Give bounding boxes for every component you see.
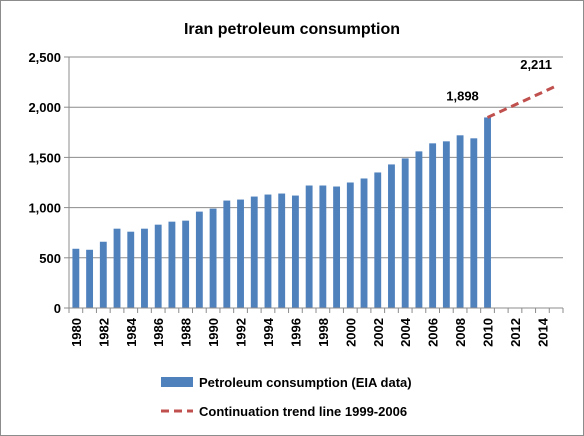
x-tick-label: 1986 [151,318,166,347]
bar [470,138,478,308]
data-label: 1,898 [446,88,479,103]
x-tick-label: 2008 [453,318,468,347]
gridlines [69,56,563,259]
bar [456,135,464,308]
legend: Petroleum consumption (EIA data) Continua… [161,375,412,419]
x-tick-label: 2000 [343,318,358,347]
bars [72,117,491,309]
bar [86,249,94,308]
bar [154,224,162,308]
bar [333,186,341,308]
bar [250,196,258,308]
bar [278,193,286,308]
legend-label: Petroleum consumption (EIA data) [199,375,412,390]
legend-bar-swatch [161,377,193,387]
bar [113,228,121,308]
bar [401,158,409,308]
x-tick-label: 2014 [535,317,550,347]
bar [291,195,299,308]
bar [72,248,80,308]
bar [305,185,313,308]
bar [127,231,135,308]
bar [346,182,354,308]
x-tick-label: 1992 [234,318,249,347]
x-tick-label: 2006 [426,318,441,347]
trend-line [486,84,557,119]
data-labels: 1,898 2,211 [446,57,552,103]
y-tick-label: 0 [54,301,61,316]
axis-labels: 0 500 1,000 1,500 2,000 2,500 1980 1982 1984 1986… [28,50,550,347]
x-tick-label: 2002 [371,318,386,347]
x-tick-label: 1988 [179,318,194,347]
bar [182,220,190,308]
y-tick-label: 1,000 [28,201,61,216]
data-label: 2,211 [520,57,552,72]
y-tick-label: 500 [39,251,61,266]
bar [237,199,244,308]
bar [388,164,395,308]
trend-line-segment [486,84,557,119]
y-tick-label: 1,500 [28,150,61,165]
bar [223,200,231,308]
x-tick-label: 1996 [288,318,303,347]
x-tick-label: 2010 [481,318,496,347]
bar [209,208,217,308]
chart-title: Iran petroleum consumption [184,21,400,38]
x-tick-label: 1994 [261,317,276,347]
bar [195,211,203,308]
bar [415,151,423,308]
x-tick-label: 2012 [508,318,523,347]
x-tick-label: 1998 [316,318,331,347]
x-tick-label: 1982 [96,318,111,347]
bar [319,185,327,308]
bar [360,178,368,308]
y-tick-label: 2,000 [28,100,61,115]
legend-label: Continuation trend line 1999-2006 [199,404,407,419]
y-tick-label: 2,500 [28,50,61,65]
axes [64,56,564,313]
bar [374,172,382,308]
bar [429,143,437,308]
bar [484,117,491,309]
x-tick-label: 1980 [69,318,84,347]
bar [99,241,107,308]
bar [168,221,176,308]
bar [442,141,450,308]
x-tick-label: 1990 [206,318,221,347]
x-tick-label: 1984 [124,317,139,347]
bar [141,228,148,308]
x-tick-label: 2004 [398,317,413,347]
bar [264,194,272,308]
